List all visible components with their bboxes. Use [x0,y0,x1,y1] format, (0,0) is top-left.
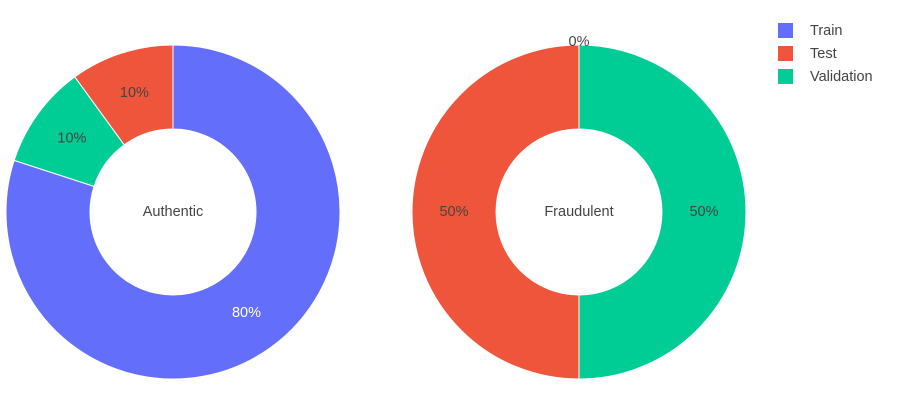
legend-item-train[interactable]: Train [778,23,843,39]
legend-item-test[interactable]: Test [778,46,837,62]
legend-label: Test [810,46,837,62]
legend-swatch [778,23,793,38]
slice-label-test: 50% [439,204,468,220]
legend-swatch [778,46,793,61]
slice-train[interactable] [5,44,341,380]
legend: Train Test Validation [778,23,873,85]
center-label: Authentic [143,204,203,220]
slice-label-test: 10% [120,85,149,101]
slice-validation[interactable] [578,44,747,380]
fraudulent-donut: 50% 50% 0% Fraudulent [411,34,747,380]
slice-test[interactable] [74,44,174,146]
center-label: Fraudulent [544,204,613,220]
slice-label-train: 80% [232,305,261,321]
slice-test[interactable] [411,44,580,380]
slice-label-validation: 10% [57,130,86,146]
authentic-donut: 80% 10% 10% Authentic [5,44,341,380]
legend-swatch [778,69,793,84]
slice-label-train: 0% [569,34,590,50]
slice-label-validation: 50% [689,204,718,220]
legend-label: Train [810,23,843,39]
legend-label: Validation [810,69,873,85]
legend-item-validation[interactable]: Validation [778,69,873,85]
